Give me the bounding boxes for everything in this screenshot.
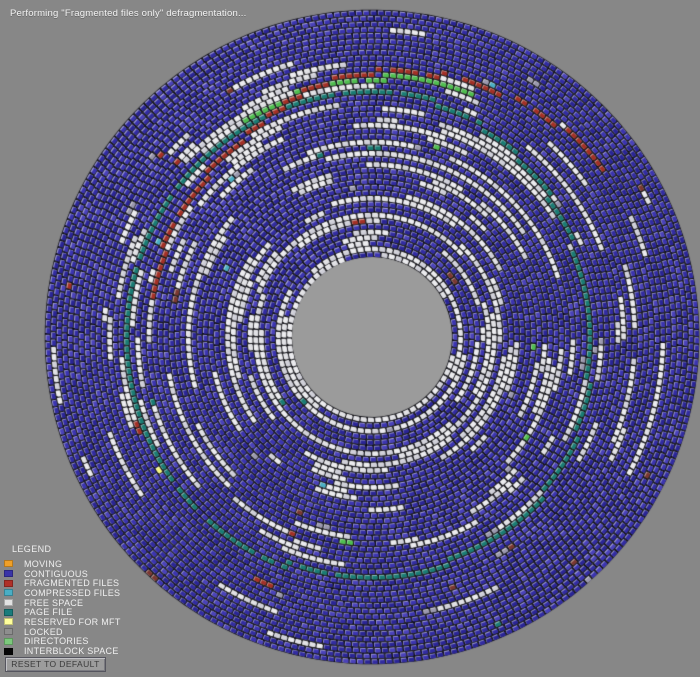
legend-item-label: PAGE FILE [24, 607, 73, 618]
directories-color-swatch [4, 637, 13, 645]
legend-item-directories: DIRECTORIES [4, 636, 121, 647]
free-space-color-swatch [4, 599, 13, 607]
legend-item-locked: LOCKED [4, 627, 121, 637]
legend: LEGEND MOVING CONTIGUOUS FRAGMENTED FILE… [4, 544, 121, 656]
legend-item-label: FREE SPACE [24, 597, 84, 608]
legend-item-page-file: PAGE FILE [4, 607, 121, 617]
legend-item-label: LOCKED [24, 626, 63, 637]
status-text: Performing "Fragmented files only" defra… [10, 8, 247, 19]
legend-item-label: RESERVED FOR MFT [24, 616, 121, 627]
legend-item-free-space: FREE SPACE [4, 598, 121, 608]
legend-item-interblock-space: INTERBLOCK SPACE [4, 646, 121, 656]
interblock-space-color-swatch [4, 647, 13, 655]
legend-item-label: COMPRESSED FILES [24, 587, 121, 598]
fragmented-files-color-swatch [4, 579, 13, 587]
contiguous-color-swatch [4, 570, 13, 578]
page-file-color-swatch [4, 608, 13, 616]
legend-item-moving: MOVING [4, 559, 121, 569]
compressed-files-color-swatch [4, 589, 13, 597]
legend-item-label: MOVING [24, 558, 63, 569]
reset-to-default-button[interactable]: RESET TO DEFAULT [5, 657, 106, 672]
legend-title: LEGEND [12, 544, 52, 554]
legend-item-label: FRAGMENTED FILES [24, 578, 120, 589]
legend-item-fragmented-files: FRAGMENTED FILES [4, 578, 121, 588]
moving-color-swatch [4, 560, 13, 568]
legend-item-label: CONTIGUOUS [24, 568, 89, 579]
legend-item-label: INTERBLOCK SPACE [24, 646, 119, 657]
reserved-for-mft-color-swatch [4, 618, 13, 626]
legend-item-reserved-for-mft: RESERVED FOR MFT [4, 617, 121, 627]
legend-item-compressed-files: COMPRESSED FILES [4, 588, 121, 598]
legend-item-label: DIRECTORIES [24, 636, 89, 647]
locked-color-swatch [4, 628, 13, 636]
legend-item-contiguous: CONTIGUOUS [4, 569, 121, 579]
